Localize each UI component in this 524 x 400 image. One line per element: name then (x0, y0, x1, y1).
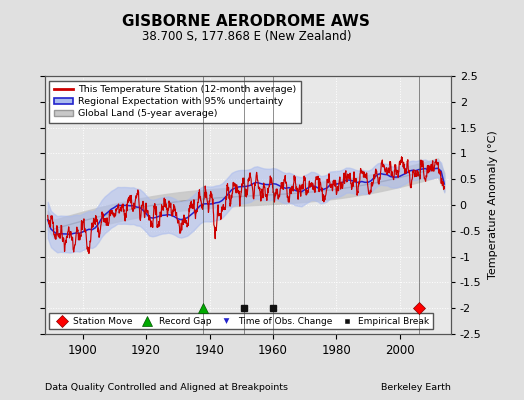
Legend: Station Move, Record Gap, Time of Obs. Change, Empirical Break: Station Move, Record Gap, Time of Obs. C… (49, 313, 433, 330)
Text: 38.700 S, 177.868 E (New Zealand): 38.700 S, 177.868 E (New Zealand) (141, 30, 351, 43)
Text: GISBORNE AERODROME AWS: GISBORNE AERODROME AWS (122, 14, 370, 29)
Text: Data Quality Controlled and Aligned at Breakpoints: Data Quality Controlled and Aligned at B… (45, 383, 288, 392)
Y-axis label: Temperature Anomaly (°C): Temperature Anomaly (°C) (488, 131, 498, 279)
Text: Berkeley Earth: Berkeley Earth (381, 383, 451, 392)
